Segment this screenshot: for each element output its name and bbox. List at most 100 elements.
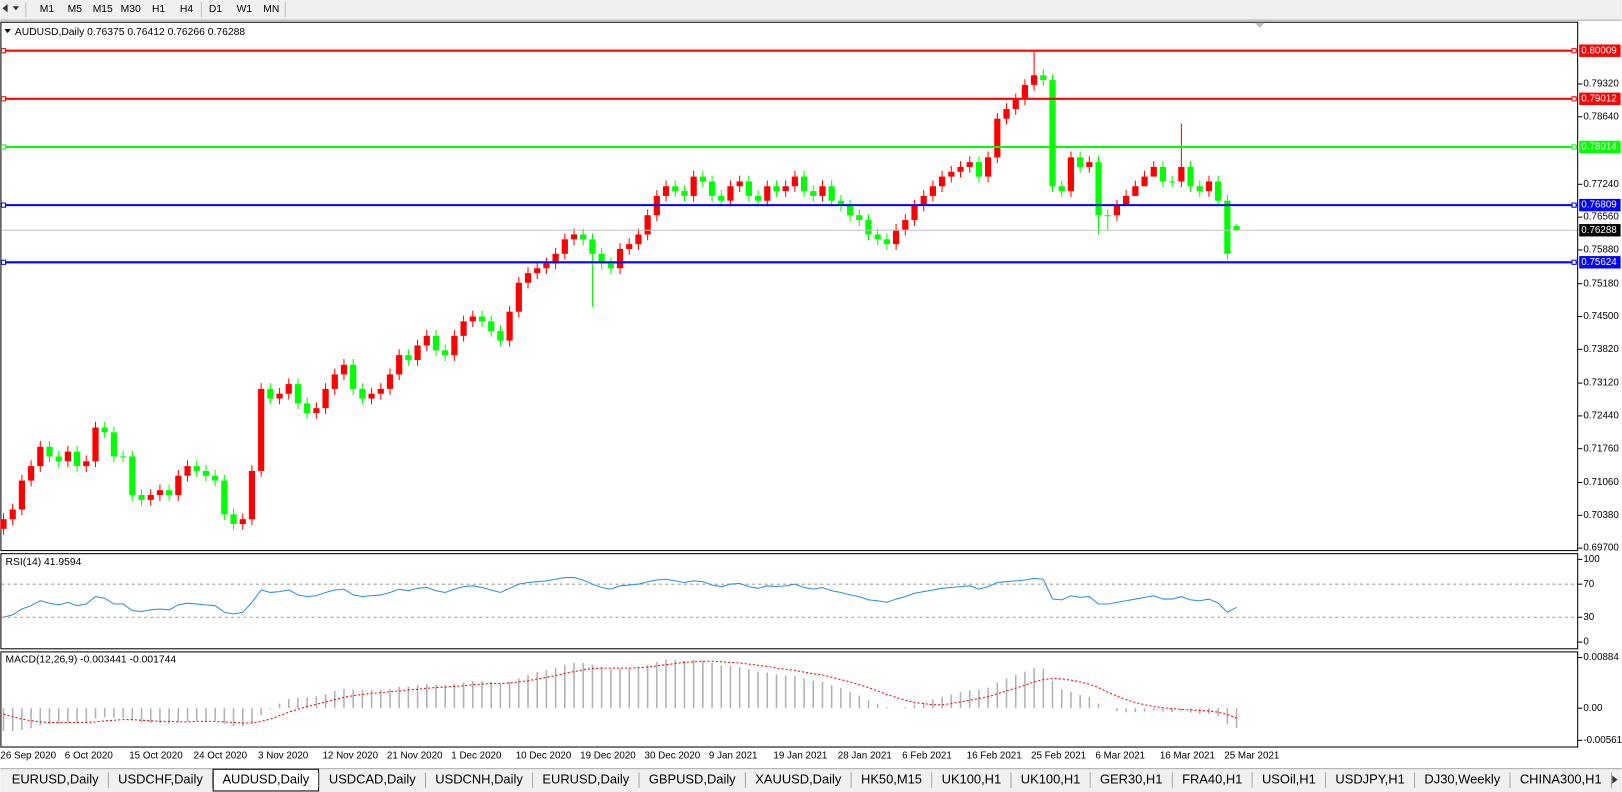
- tab-label[interactable]: USDCHF,Daily: [118, 772, 203, 787]
- tab-background: [319, 769, 425, 791]
- candle-body: [239, 519, 246, 525]
- candle-body: [460, 321, 467, 336]
- tab-background: [108, 769, 213, 791]
- candle-body: [506, 311, 513, 341]
- tab-label[interactable]: USDJPY,H1: [1335, 772, 1404, 787]
- tab[interactable]: CHINA300,H1: [1510, 769, 1612, 791]
- candle-body: [773, 186, 780, 192]
- candle-body: [37, 446, 44, 467]
- tab[interactable]: DJ30,Weekly: [1415, 769, 1511, 791]
- tab[interactable]: GER30,H1: [1090, 769, 1173, 791]
- candle-body: [598, 253, 605, 264]
- candle-body: [386, 374, 394, 389]
- timeframe-button[interactable]: M5: [68, 4, 83, 15]
- tab[interactable]: XAUUSD,Daily: [745, 769, 852, 791]
- chart-menu-arrow[interactable]: [4, 28, 11, 34]
- tab-label[interactable]: DJ30,Weekly: [1424, 772, 1500, 787]
- timeframe-button[interactable]: M15: [93, 4, 113, 15]
- tab-label[interactable]: USOil,H1: [1262, 772, 1316, 787]
- candle-body: [561, 239, 568, 254]
- tab-label[interactable]: CHINA300,H1: [1520, 772, 1602, 787]
- tab-background: [851, 769, 932, 791]
- y-tick-label: 0.79320: [1583, 79, 1619, 90]
- tab[interactable]: AUDUSD,Daily: [212, 768, 320, 792]
- tab-background: [1326, 769, 1415, 791]
- tab-label[interactable]: EURUSD,Daily: [12, 772, 99, 787]
- x-tick-label: 24 Oct 2020: [194, 750, 248, 761]
- candle-body: [340, 364, 348, 375]
- timeframe-button[interactable]: M1: [40, 4, 55, 15]
- candle-body: [331, 374, 338, 389]
- candle-body: [883, 239, 890, 245]
- tab-label[interactable]: EURUSD,Daily: [542, 772, 629, 787]
- tab-background: [932, 769, 1011, 791]
- x-tick-label: 25 Mar 2021: [1224, 750, 1279, 761]
- tab-label[interactable]: USDCAD,Daily: [329, 772, 416, 787]
- y-tick-label: 0.73820: [1583, 344, 1619, 355]
- candle-body: [856, 215, 863, 221]
- x-tick-label: 16 Feb 2021: [967, 750, 1022, 761]
- timeframe-button[interactable]: W1: [237, 4, 253, 15]
- tab-label[interactable]: GBPUSD,Daily: [649, 772, 736, 787]
- level-handle: [1571, 48, 1577, 54]
- candle-body: [359, 388, 366, 399]
- candle-body: [267, 388, 274, 399]
- candle-body: [313, 408, 320, 414]
- candle-body: [552, 253, 559, 264]
- tab-label[interactable]: AUDUSD,Daily: [222, 772, 309, 787]
- candle-body: [1123, 195, 1130, 206]
- tab-background: [1510, 769, 1611, 791]
- tab-label[interactable]: XAUUSD,Daily: [755, 772, 842, 787]
- y-tick-label: 0.70380: [1583, 510, 1619, 521]
- timeframe-button[interactable]: H4: [180, 4, 193, 15]
- timeframe-button[interactable]: M30: [121, 4, 141, 15]
- candle-body: [1224, 200, 1231, 254]
- candle-body: [175, 475, 182, 496]
- candle-body: [230, 514, 237, 525]
- y-tick-label: -0.00561: [1583, 735, 1622, 746]
- tab[interactable]: UK100,H1: [932, 769, 1012, 791]
- x-tick-label: 6 Mar 2021: [1095, 750, 1145, 761]
- timeframe-button[interactable]: H1: [152, 4, 165, 15]
- tab[interactable]: EURUSD,Daily: [533, 769, 640, 791]
- level-label: 0.79012: [1581, 93, 1616, 104]
- tab[interactable]: USDCAD,Daily: [319, 769, 427, 791]
- tab[interactable]: HK50,M15: [851, 769, 933, 791]
- tab-label[interactable]: UK100,H1: [1021, 772, 1081, 787]
- tab[interactable]: USDCHF,Daily: [108, 769, 214, 791]
- tab[interactable]: FRA40,H1: [1172, 769, 1253, 791]
- tab[interactable]: UK100,H1: [1011, 769, 1091, 791]
- candle-body: [129, 456, 136, 496]
- x-tick-label: 15 Oct 2020: [129, 750, 183, 761]
- tab[interactable]: GBPUSD,Daily: [639, 769, 746, 791]
- y-tick-label: 0.78640: [1583, 111, 1619, 122]
- timeframe-button[interactable]: D1: [209, 4, 222, 15]
- level-tag: [1579, 140, 1621, 154]
- tab-label[interactable]: GER30,H1: [1100, 772, 1162, 787]
- candle-body: [248, 470, 256, 520]
- macd-title: MACD(12,26,9) -0.003441 -0.001744: [6, 654, 177, 665]
- tab-label[interactable]: FRA40,H1: [1182, 772, 1242, 787]
- candle-body: [414, 345, 421, 360]
- tab-background: [2, 769, 108, 791]
- tab[interactable]: EURUSD,Daily: [2, 769, 109, 791]
- timeframe-button[interactable]: MN: [263, 4, 279, 15]
- candle-body: [929, 186, 937, 196]
- tab[interactable]: USDCNH,Daily: [426, 769, 534, 791]
- tab[interactable]: USOil,H1: [1252, 769, 1327, 791]
- candle-body: [221, 480, 228, 515]
- candle-body: [791, 176, 798, 187]
- toolbar-menu[interactable]: [2, 4, 20, 13]
- y-tick-label: 0.72440: [1583, 411, 1619, 422]
- candle-body: [939, 176, 946, 187]
- y-tick-label: 0.71060: [1583, 477, 1619, 488]
- tab-background: [1415, 769, 1510, 791]
- tab[interactable]: USDJPY,H1: [1326, 769, 1416, 791]
- tab-label[interactable]: HK50,M15: [861, 772, 922, 787]
- tab-label[interactable]: USDCNH,Daily: [435, 772, 523, 787]
- candle-body: [304, 403, 311, 414]
- level-handle: [1571, 202, 1577, 208]
- candle-body: [810, 191, 817, 196]
- candle-body: [322, 388, 329, 409]
- tab-label[interactable]: UK100,H1: [942, 772, 1002, 787]
